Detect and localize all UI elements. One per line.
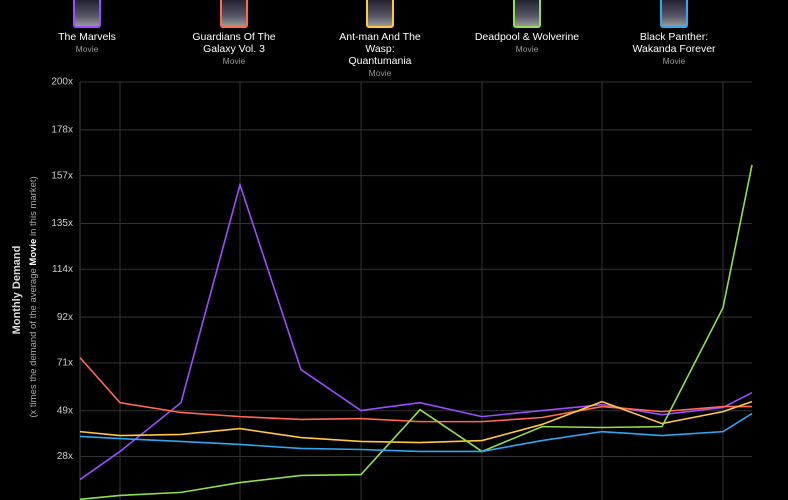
y-tick-label: 71x (57, 357, 73, 368)
legend-item: The Marvels Movie (22, 0, 152, 54)
legend-subtitle: Movie (75, 44, 99, 54)
y-tick-label: 135x (51, 218, 73, 229)
y-axis-note: (x times the demand of the average Movie… (28, 176, 39, 417)
legend-item: Deadpool & Wolverine Movie (462, 0, 592, 54)
series-line (79, 357, 752, 423)
note-part: in this market) (28, 176, 39, 238)
legend-subtitle: Movie (662, 56, 686, 66)
poster-icon (73, 0, 101, 28)
y-axis-title: Monthly Demand (11, 246, 23, 335)
legend-label: The Marvels (58, 31, 116, 43)
y-tick-label: 49x (57, 405, 73, 416)
series-line (79, 181, 753, 481)
series-line (79, 412, 753, 453)
y-tick-label: 28x (57, 451, 73, 462)
legend-subtitle: Movie (515, 44, 539, 54)
poster-icon (220, 0, 248, 28)
series-line (79, 400, 753, 444)
legend-item: Guardians Of The Galaxy Vol. 3 Movie (169, 0, 299, 66)
legend-label: Guardians Of The Galaxy Vol. 3 (192, 31, 276, 55)
note-part: (x times the demand of the average (28, 266, 39, 418)
legend-item: Ant-man And The Wasp: Quantumania Movie (315, 0, 445, 78)
legend-item: Black Panther: Wakanda Forever Movie (609, 0, 739, 66)
legend: The Marvels Movie Guardians Of The Galaxy … (0, 0, 788, 78)
y-tick-label: 178x (51, 125, 73, 136)
y-tick-label: 92x (57, 312, 73, 323)
legend-label: Deadpool & Wolverine (474, 31, 580, 43)
y-tick-label: 114x (52, 264, 73, 275)
y-tick-label: 200x (51, 77, 73, 88)
poster-icon (513, 0, 541, 28)
poster-icon (366, 0, 394, 28)
poster-icon (660, 0, 688, 28)
legend-label: Ant-man And The Wasp: Quantumania (339, 31, 421, 67)
y-tick-label: 157x (51, 170, 73, 181)
series-line (79, 164, 753, 500)
legend-subtitle: Movie (368, 68, 392, 78)
legend-label: Black Panther: Wakanda Forever (632, 31, 716, 55)
legend-subtitle: Movie (222, 56, 246, 66)
note-part: Movie (28, 239, 39, 266)
